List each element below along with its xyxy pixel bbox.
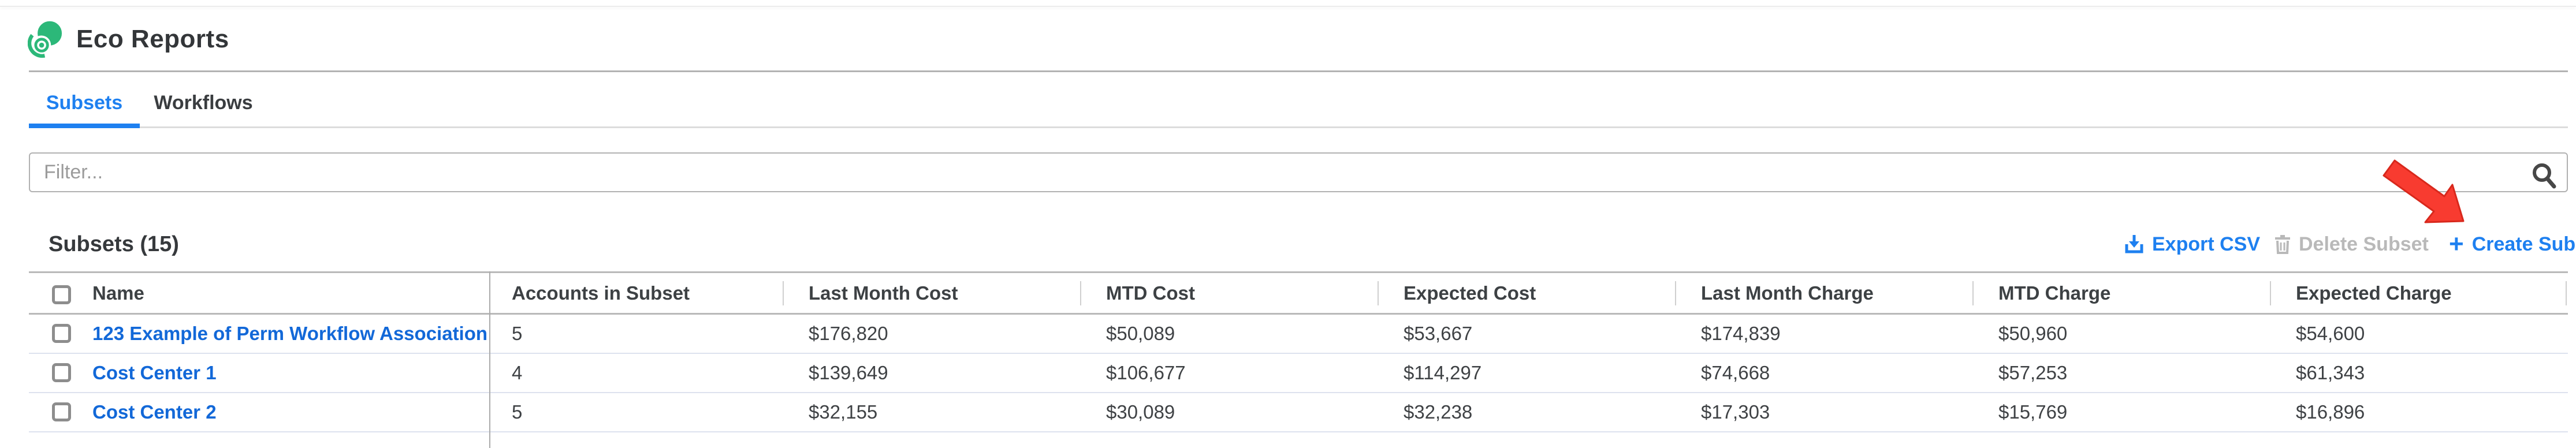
delete-subset-label: Delete Subset (2299, 233, 2429, 255)
column-header-accounts-in-subset[interactable]: Accounts in Subset (512, 282, 690, 304)
header-column-separator (2270, 281, 2271, 305)
mtd-charge-value: $57,253 (1998, 362, 2068, 383)
row-checkbox[interactable] (52, 402, 71, 421)
row-checkbox[interactable] (52, 324, 71, 343)
table-row: Cost Center 1 4 $139,649 $106,677 $114,2… (29, 354, 2568, 393)
window-top-divider (0, 6, 2576, 7)
create-subset-button[interactable]: + Create Subset (2449, 230, 2576, 258)
export-csv-label: Export CSV (2152, 233, 2261, 255)
last-month-charge-value: $74,668 (1701, 362, 1770, 383)
header-column-separator (1972, 281, 1974, 305)
tab-workflows[interactable]: Workflows (154, 92, 253, 114)
last-month-cost-value: $32,155 (809, 401, 878, 423)
last-month-cost-value: $176,820 (809, 323, 888, 344)
subsets-count-heading: Subsets (15) (49, 232, 179, 256)
name-column-divider (489, 271, 490, 448)
delete-subset-button[interactable]: Delete Subset (2275, 232, 2429, 256)
header-column-separator (783, 281, 784, 305)
expected-cost-value: $53,667 (1404, 323, 1473, 344)
eco-reports-logo-icon (28, 21, 62, 58)
last-month-charge-value: $17,303 (1701, 401, 1770, 423)
download-icon (2125, 235, 2143, 253)
column-header-mtd-charge[interactable]: MTD Charge (1998, 282, 2111, 304)
accounts-in-subset-value: 5 (512, 323, 523, 344)
trash-icon (2275, 235, 2290, 254)
subset-name-link[interactable]: Cost Center 2 (92, 401, 217, 423)
search-icon[interactable] (2529, 160, 2560, 192)
mtd-charge-value: $50,960 (1998, 323, 2068, 344)
select-all-checkbox[interactable] (52, 285, 71, 304)
header-column-separator (1675, 281, 1676, 305)
page-title: Eco Reports (76, 25, 229, 53)
subset-name-link[interactable]: Cost Center 1 (92, 362, 217, 383)
mtd-charge-value: $15,769 (1998, 401, 2068, 423)
table-row: Cost Center 2 5 $32,155 $30,089 $32,238 … (29, 393, 2568, 432)
column-header-mtd-cost[interactable]: MTD Cost (1106, 282, 1195, 304)
table-row: 123 Example of Perm Workflow Association… (29, 315, 2568, 354)
accounts-in-subset-value: 5 (512, 401, 523, 423)
last-month-charge-value: $174,839 (1701, 323, 1781, 344)
expected-cost-value: $32,238 (1404, 401, 1473, 423)
column-header-name[interactable]: Name (92, 282, 144, 304)
last-month-cost-value: $139,649 (809, 362, 888, 383)
expected-charge-value: $54,600 (2296, 323, 2365, 344)
tab-subsets[interactable]: Subsets (46, 92, 123, 114)
create-subset-label: Create Subset (2471, 233, 2576, 255)
tabs-underline (29, 126, 2568, 128)
expected-charge-value: $61,343 (2296, 362, 2365, 383)
mtd-cost-value: $50,089 (1106, 323, 1175, 344)
filter-input[interactable] (29, 152, 2568, 192)
active-tab-indicator (29, 124, 140, 128)
header-column-separator (1378, 281, 1379, 305)
export-csv-button[interactable]: Export CSV (2124, 232, 2260, 256)
column-header-expected-cost[interactable]: Expected Cost (1404, 282, 1536, 304)
expected-charge-value: $16,896 (2296, 401, 2365, 423)
subset-name-link[interactable]: 123 Example of Perm Workflow Association (92, 323, 488, 344)
column-header-expected-charge[interactable]: Expected Charge (2296, 282, 2452, 304)
plus-icon: + (2449, 230, 2464, 258)
mtd-cost-value: $30,089 (1106, 401, 1175, 423)
row-checkbox[interactable] (52, 363, 71, 382)
table-header-row: Name Accounts in Subset Last Month Cost … (29, 271, 2568, 315)
column-header-last-month-charge[interactable]: Last Month Charge (1701, 282, 1874, 304)
header-column-separator (1080, 281, 1081, 305)
mtd-cost-value: $106,677 (1106, 362, 1186, 383)
column-header-last-month-cost[interactable]: Last Month Cost (809, 282, 958, 304)
accounts-in-subset-value: 4 (512, 362, 523, 383)
header-divider (29, 70, 2568, 72)
header-column-separator (2566, 281, 2567, 305)
expected-cost-value: $114,297 (1404, 362, 1482, 383)
